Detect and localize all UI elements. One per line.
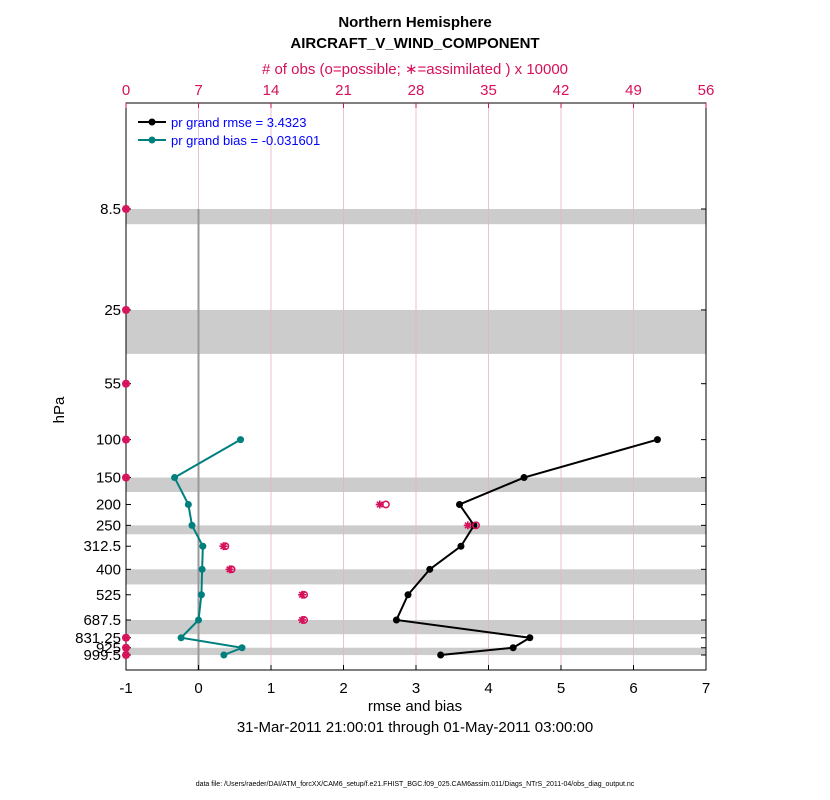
rmse-point-3 bbox=[470, 521, 478, 529]
y-tick-label-0: 8.5 bbox=[100, 201, 121, 218]
data-file-footer: data file: /Users/raeder/DAI/ATM_forcXX/… bbox=[195, 781, 635, 788]
top-tick-label-7: 49 bbox=[625, 82, 642, 99]
obs-assimilated-2 bbox=[122, 379, 130, 388]
bias-point-9 bbox=[238, 644, 246, 652]
y-tick-label-11: 831.25 bbox=[75, 630, 121, 647]
rmse-point-6 bbox=[404, 591, 412, 599]
obs-assimilated-1 bbox=[122, 305, 130, 314]
obs-assimilated-9 bbox=[298, 590, 307, 599]
x-axis-label: rmse and bias bbox=[367, 698, 463, 715]
obs-assimilated-10 bbox=[298, 615, 307, 624]
top-tick-label-6: 42 bbox=[553, 82, 570, 99]
y-tick-label-13: 999.5 bbox=[83, 647, 121, 664]
obs-assimilated-11 bbox=[122, 633, 130, 642]
obs-assimilated-stroke-4-3 bbox=[122, 474, 130, 481]
x-tick-label-5: 4 bbox=[484, 680, 492, 697]
rmse-legend-label: pr grand rmse = 3.4323 bbox=[171, 115, 307, 130]
top-axis-label: # of obs (o=possible; ∗=assimilated ) x … bbox=[261, 61, 569, 78]
obs-assimilated-13 bbox=[122, 651, 130, 659]
rmse-point-7 bbox=[392, 616, 400, 624]
x-tick-label-4: 3 bbox=[412, 680, 420, 697]
top-tick-label-8: 56 bbox=[698, 82, 715, 99]
x-tick-label-1: 0 bbox=[194, 680, 202, 697]
obs-assimilated-stroke-13-3 bbox=[122, 651, 130, 659]
y-tick-label-10: 687.5 bbox=[83, 612, 121, 629]
obs-assimilated-8 bbox=[225, 565, 234, 574]
obs-assimilated-3 bbox=[122, 435, 130, 444]
top-tick-label-5: 35 bbox=[480, 82, 497, 99]
bias-point-7 bbox=[195, 616, 202, 624]
rmse-point-0 bbox=[653, 436, 661, 444]
legend: pr grand rmse = 3.4323 pr grand bias = -0… bbox=[138, 115, 320, 148]
obs-assimilated-stroke-3-3 bbox=[122, 436, 130, 443]
chart-subtitle: AIRCRAFT_V_WIND_COMPONENT bbox=[290, 35, 540, 52]
obs-assimilated-stroke-0-3 bbox=[122, 205, 130, 213]
x-tick-label-8: 7 bbox=[702, 680, 710, 697]
y-tick-label-3: 100 bbox=[96, 432, 121, 449]
bias-point-0 bbox=[237, 436, 245, 444]
obs-assimilated-stroke-11-3 bbox=[122, 634, 130, 642]
obs-assimilated-stroke-5-3 bbox=[376, 501, 384, 508]
chart-title: Northern Hemisphere bbox=[338, 14, 492, 31]
y-tick-label-4: 150 bbox=[96, 470, 121, 487]
x-tick-label-2: 1 bbox=[267, 680, 275, 697]
obs-assimilated-0 bbox=[122, 205, 130, 213]
bias-point-10 bbox=[220, 651, 228, 659]
bias-point-1 bbox=[171, 474, 179, 482]
x-tick-label-7: 6 bbox=[629, 680, 637, 697]
rmse-point-9 bbox=[509, 644, 517, 652]
top-tick-label-2: 14 bbox=[263, 82, 280, 99]
bias-point-3 bbox=[188, 521, 196, 529]
rmse-point-1 bbox=[520, 474, 528, 482]
obs-assimilated-stroke-7-3 bbox=[219, 542, 227, 550]
bias-point-4 bbox=[199, 542, 207, 550]
obs-assimilated-4 bbox=[122, 473, 130, 482]
obs-assimilated-6 bbox=[463, 521, 472, 530]
obs-assimilated-stroke-6-3 bbox=[464, 521, 472, 529]
bias-point-6 bbox=[197, 591, 205, 599]
bias-point-2 bbox=[184, 500, 192, 508]
rmse-point-4 bbox=[457, 542, 465, 550]
obs-assimilated-stroke-8-3 bbox=[226, 565, 233, 573]
obs-possible-6 bbox=[472, 521, 480, 530]
rmse-point-8 bbox=[526, 634, 534, 642]
top-tick-label-0: 0 bbox=[122, 82, 130, 99]
date-range: 31-Mar-2011 21:00:01 through 01-May-2011… bbox=[236, 719, 594, 736]
obs-assimilated-stroke-9-3 bbox=[298, 591, 306, 599]
bias-point-5 bbox=[198, 565, 206, 573]
bias-point-8 bbox=[177, 634, 185, 642]
y-tick-label-5: 200 bbox=[96, 496, 121, 513]
top-tick-label-1: 7 bbox=[194, 82, 202, 99]
top-tick-label-3: 21 bbox=[335, 82, 352, 99]
bias-legend-marker bbox=[148, 136, 156, 144]
top-tick-label-4: 28 bbox=[408, 82, 425, 99]
y-tick-label-6: 250 bbox=[96, 517, 121, 534]
x-tick-label-3: 2 bbox=[339, 680, 347, 697]
y-tick-label-9: 525 bbox=[96, 587, 121, 604]
y-tick-label-2: 55 bbox=[104, 376, 121, 393]
obs-assimilated-stroke-10-3 bbox=[298, 616, 306, 624]
rmse-point-5 bbox=[426, 565, 434, 573]
x-tick-label-0: -1 bbox=[119, 680, 132, 697]
x-tick-label-6: 5 bbox=[557, 680, 565, 697]
y-tick-label-12: 925 bbox=[96, 640, 121, 657]
obs-assimilated-stroke-2-3 bbox=[122, 380, 130, 388]
y-tick-label-7: 312.5 bbox=[83, 538, 121, 555]
rmse-point-2 bbox=[456, 500, 463, 508]
obs-assimilated-stroke-12-3 bbox=[122, 644, 130, 652]
rmse-legend-marker bbox=[148, 118, 156, 126]
obs-assimilated-7 bbox=[219, 542, 228, 551]
rmse-point-10 bbox=[437, 651, 445, 659]
obs-assimilated-12 bbox=[122, 643, 130, 652]
y-axis-label: hPa bbox=[51, 396, 68, 424]
obs-assimilated-5 bbox=[375, 500, 384, 509]
y-tick-label-8: 400 bbox=[96, 561, 121, 578]
bias-legend-label: pr grand bias = -0.031601 bbox=[171, 133, 320, 148]
obs-assimilated-stroke-1-3 bbox=[122, 306, 130, 314]
y-tick-label-1: 25 bbox=[104, 302, 121, 319]
